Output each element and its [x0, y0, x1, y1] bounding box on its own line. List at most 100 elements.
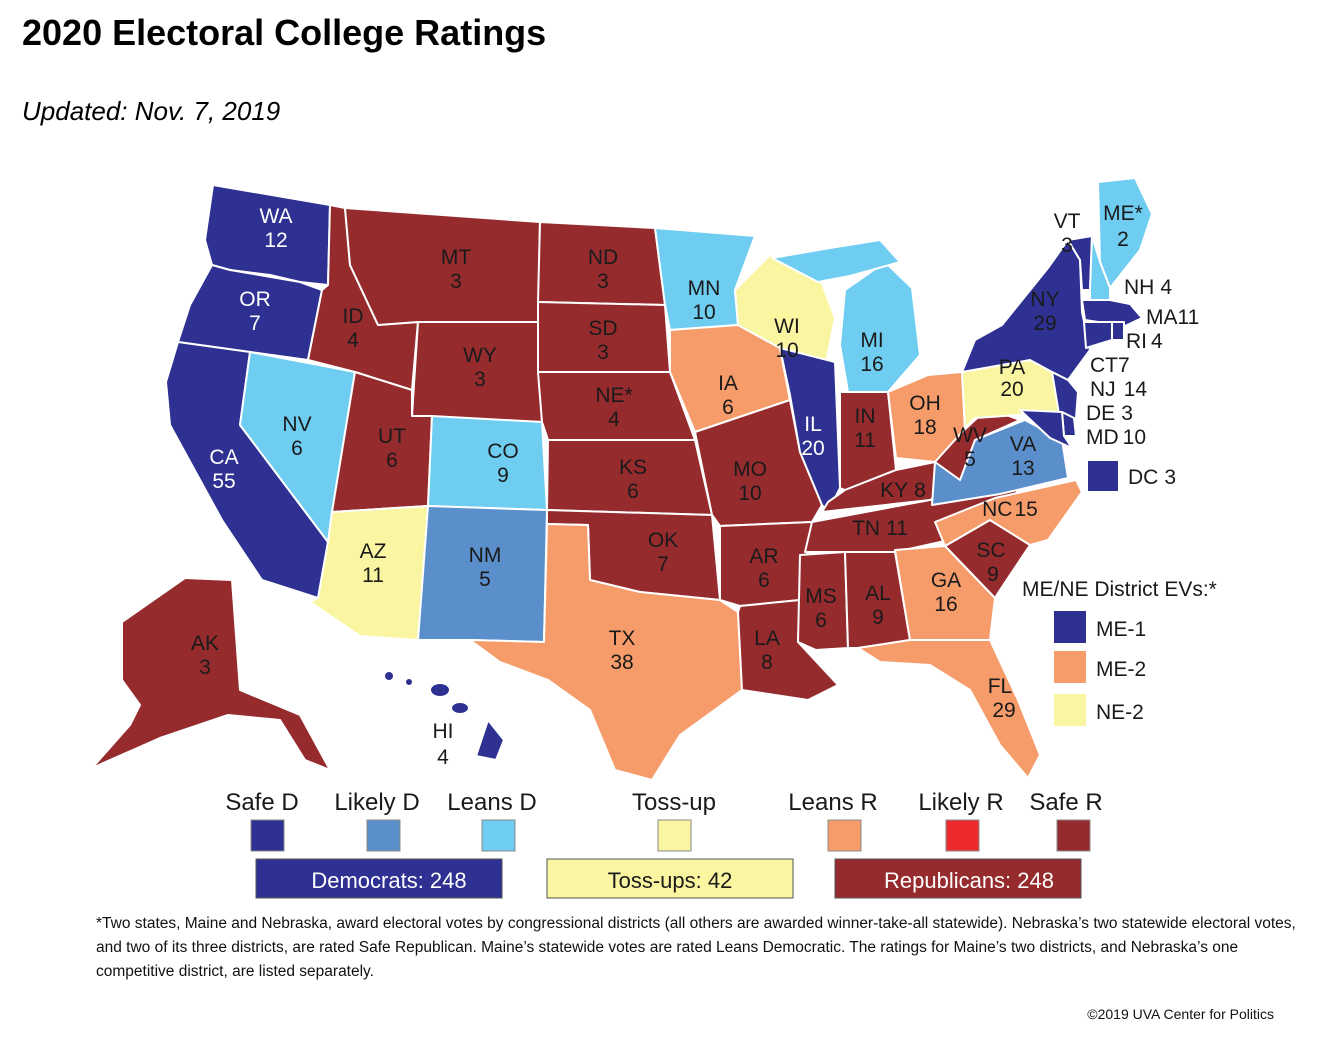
label-mn: MN 10 [688, 277, 721, 324]
label-nc: NC15 [982, 498, 1038, 521]
key-label-safe-r: Safe R [1029, 789, 1102, 816]
state-hi-big-island[interactable] [475, 719, 505, 761]
label-mo: MO 10 [733, 458, 767, 505]
label-ca: CA 55 [209, 446, 238, 493]
key-swatch-toss-up [657, 819, 692, 852]
state-wv[interactable] [934, 407, 1021, 481]
state-dc-box[interactable] [1086, 459, 1120, 493]
tossups-total-label: Toss-ups: 42 [608, 868, 733, 893]
label-il: IL 20 [801, 413, 824, 460]
tossups-total-box [546, 858, 794, 899]
label-ut: UT 6 [378, 425, 406, 472]
key-label-leans-d: Leans D [447, 789, 536, 816]
key-label-likely-d: Likely D [334, 789, 419, 816]
map-title: 2020 Electoral College Ratings [22, 12, 547, 53]
state-ri[interactable] [1111, 321, 1125, 341]
key-swatch-safe-r [1056, 819, 1091, 852]
label-me: ME* 2 [1103, 202, 1143, 251]
label-md: MD 10 [1086, 426, 1146, 449]
label-al: AL 9 [865, 582, 891, 629]
district-swatch-me1 [1052, 609, 1088, 645]
republicans-total-label: Republicans: 248 [884, 868, 1054, 893]
label-ia: IA 6 [718, 372, 738, 419]
copyright-credit: ©2019 UVA Center for Politics [1087, 1006, 1274, 1022]
label-in: IN 11 [854, 405, 876, 452]
label-va: VA 13 [1010, 433, 1036, 480]
state-fl[interactable] [857, 639, 1041, 779]
key-swatch-leans-r [827, 819, 862, 852]
label-oh: OH 18 [909, 392, 941, 439]
state-ga[interactable] [894, 545, 996, 641]
democrats-total-label: Democrats: 248 [311, 868, 466, 893]
label-nm: NM 5 [469, 544, 502, 591]
label-wi: WI 10 [774, 315, 800, 362]
label-nh: NH 4 [1124, 276, 1172, 299]
label-vt: VT 3 [1054, 210, 1081, 257]
label-co: CO 9 [487, 440, 519, 487]
label-wy: WY 3 [463, 344, 497, 391]
district-legend: ME/NE District EVs:* ME-1 ME-2 NE-2 [1022, 578, 1217, 728]
state-mi[interactable] [839, 261, 921, 393]
label-tn: TN 11 [852, 517, 908, 540]
state-hi-isle-4[interactable] [450, 701, 470, 715]
label-nd: ND 3 [588, 246, 618, 293]
label-ny: NY 29 [1030, 288, 1059, 335]
label-tx: TX 38 [609, 627, 636, 674]
state-vt[interactable] [1067, 235, 1093, 291]
label-az: AZ 11 [360, 540, 387, 587]
label-ky: KY 8 [880, 479, 926, 502]
key-swatch-safe-d [250, 819, 285, 852]
label-id: ID 4 [343, 305, 364, 352]
label-pa: PA 20 [999, 356, 1025, 401]
key-swatch-leans-d [481, 819, 516, 852]
label-ks: KS 6 [619, 456, 647, 503]
label-sd: SD 3 [588, 317, 617, 364]
state-hi-isle-2[interactable] [404, 677, 414, 687]
state-nc[interactable] [934, 479, 1083, 547]
label-wa: WA 12 [259, 205, 292, 252]
key-swatch-likely-d [366, 819, 401, 852]
state-co[interactable] [427, 415, 548, 511]
district-label-me2: ME-2 [1096, 658, 1146, 681]
state-tx[interactable] [469, 523, 743, 781]
key-label-toss-up: Toss-up [632, 789, 716, 816]
footnote: *Two states, Maine and Nebraska, award e… [96, 915, 1296, 980]
label-ne: NE* 4 [595, 384, 632, 431]
key-label-safe-d: Safe D [225, 789, 298, 816]
district-legend-title: ME/NE District EVs:* [1022, 578, 1217, 601]
state-ct[interactable] [1083, 321, 1113, 349]
state-ma[interactable] [1081, 299, 1143, 327]
label-nv: NV 6 [282, 413, 311, 460]
district-swatch-ne2 [1052, 692, 1088, 728]
key-swatch-likely-r [945, 819, 980, 852]
state-labels: WA 12 OR 7 CA 55 NV 6 ID 4 MT 3 WY 3 UT 6 CO 9 AZ… [191, 202, 1199, 769]
label-nj: NJ 14 [1090, 378, 1147, 401]
label-ar: AR 6 [749, 545, 778, 592]
label-ak: AK 3 [191, 632, 219, 679]
label-ms: MS 6 [805, 585, 837, 632]
label-or: OR 7 [239, 288, 271, 335]
label-hi: HI 4 [433, 720, 454, 769]
label-ok: OK 7 [648, 529, 678, 576]
label-fl: FL 29 [988, 675, 1016, 722]
district-label-ne2: NE-2 [1096, 701, 1144, 724]
republicans-total-box [834, 858, 1082, 899]
state-hi-isle-1[interactable] [383, 670, 395, 682]
state-mi-upper[interactable] [771, 239, 901, 283]
state-ms[interactable] [797, 551, 849, 651]
key-label-likely-r: Likely R [918, 789, 1003, 816]
key-label-leans-r: Leans R [788, 789, 877, 816]
state-ak[interactable] [91, 577, 331, 771]
label-dc: DC 3 [1128, 466, 1176, 489]
state-md[interactable] [1019, 409, 1073, 449]
updated-date: Updated: Nov. 7, 2019 [22, 96, 281, 126]
democrats-total-box [255, 858, 503, 899]
state-ny[interactable] [961, 239, 1091, 381]
label-ri: RI 4 [1126, 330, 1163, 353]
label-ga: GA 16 [931, 569, 961, 616]
label-de: DE 3 [1086, 402, 1133, 425]
label-ma: MA11 [1146, 306, 1199, 329]
totals-bars: Democrats: 248 Toss-ups: 42 Republicans:… [255, 858, 1082, 899]
state-hi-isle-3[interactable] [429, 682, 451, 698]
